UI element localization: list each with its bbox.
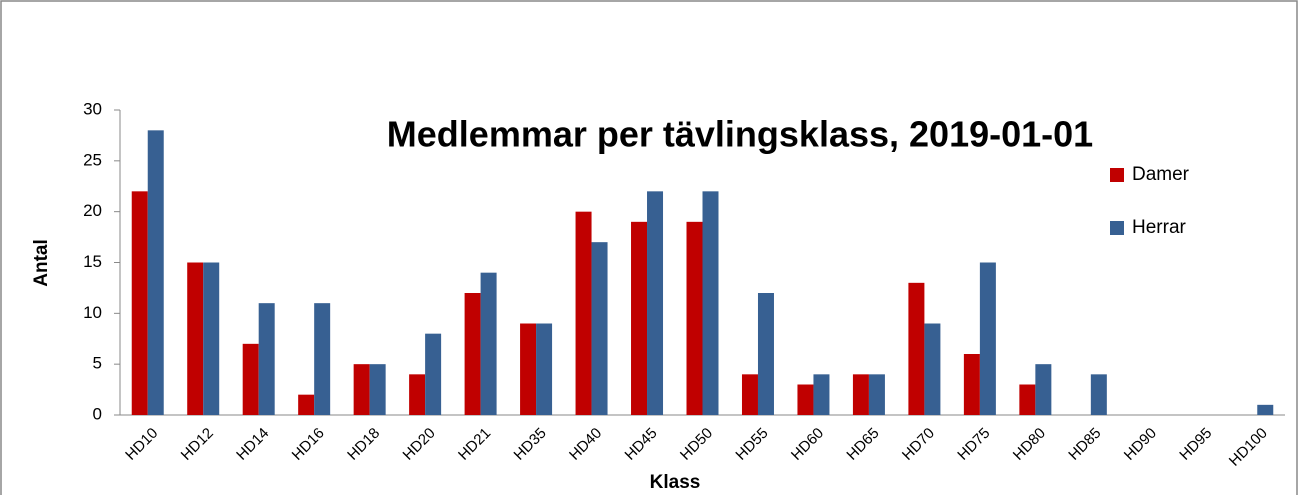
bar: [757, 293, 774, 415]
y-tick-label: 25: [83, 150, 102, 169]
bar: [1035, 364, 1052, 415]
y-tick-label: 5: [93, 354, 102, 373]
x-axis-label: Klass: [650, 472, 701, 493]
legend-label: Damer: [1132, 164, 1190, 185]
bar: [203, 262, 220, 415]
y-tick-label: 20: [83, 201, 102, 220]
bar: [868, 374, 885, 415]
bar: [591, 242, 608, 415]
bar: [464, 293, 481, 415]
bar: [480, 272, 497, 415]
bar: [647, 191, 664, 415]
bar: [409, 374, 426, 415]
bar: [686, 221, 703, 415]
bar: [353, 364, 370, 415]
bar: [298, 394, 315, 415]
bar: [702, 191, 719, 415]
bar: [147, 130, 164, 416]
bar: [575, 211, 592, 415]
y-tick-label: 10: [83, 303, 102, 322]
y-axis-label: Antal: [31, 239, 52, 287]
bar: [741, 374, 758, 415]
legend-label: Herrar: [1132, 217, 1187, 238]
y-tick-label: 0: [93, 404, 102, 423]
bar: [979, 262, 996, 415]
y-tick-label: 15: [83, 252, 102, 271]
bar: [852, 374, 869, 415]
bar: [963, 354, 980, 415]
bar: [131, 191, 148, 415]
bar: [924, 323, 941, 415]
bar: [242, 343, 259, 415]
chart-title: Medlemmar per tävlingsklass, 2019-01-01: [387, 114, 1093, 155]
y-tick-label: 30: [83, 99, 102, 118]
bar: [425, 333, 442, 415]
legend-swatch: [1110, 168, 1124, 182]
bar: [536, 323, 553, 415]
legend-swatch: [1110, 221, 1124, 235]
bar: [1090, 374, 1107, 415]
bar: [1019, 384, 1036, 415]
bar: [314, 303, 331, 415]
bar: [187, 262, 204, 415]
bar: [908, 282, 925, 415]
bar: [631, 221, 648, 415]
bar: [797, 384, 814, 415]
bar: [520, 323, 537, 415]
bar: [813, 374, 830, 415]
bar: [369, 364, 386, 415]
bar: [258, 303, 275, 415]
bar: [1257, 404, 1274, 415]
